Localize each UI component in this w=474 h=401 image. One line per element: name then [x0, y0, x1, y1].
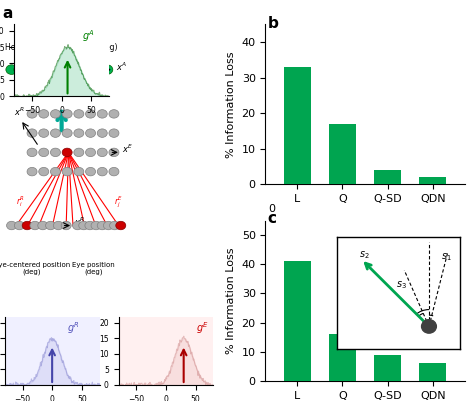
- Text: Head-centered position (deg): Head-centered position (deg): [5, 43, 118, 53]
- Circle shape: [70, 65, 81, 75]
- Circle shape: [79, 221, 89, 230]
- Circle shape: [50, 109, 61, 118]
- Text: a: a: [2, 6, 13, 20]
- Circle shape: [101, 65, 113, 75]
- Circle shape: [61, 221, 71, 230]
- Circle shape: [421, 320, 437, 333]
- Text: $s_3$: $s_3$: [396, 279, 407, 291]
- Circle shape: [7, 221, 17, 230]
- Circle shape: [109, 129, 119, 138]
- Circle shape: [39, 167, 49, 176]
- Circle shape: [74, 129, 84, 138]
- Circle shape: [46, 221, 55, 230]
- Circle shape: [30, 65, 41, 75]
- Text: $g^A$: $g^A$: [82, 28, 95, 45]
- Text: $x^A$: $x^A$: [116, 60, 128, 73]
- Circle shape: [22, 65, 33, 75]
- Circle shape: [85, 148, 96, 157]
- Circle shape: [22, 221, 32, 230]
- Circle shape: [50, 129, 61, 138]
- Bar: [374, 355, 401, 381]
- Text: $x^R$: $x^R$: [74, 216, 85, 229]
- Text: $s_1$: $s_1$: [441, 251, 452, 263]
- Text: b: b: [268, 16, 279, 30]
- Text: $g^R$: $g^R$: [67, 320, 80, 336]
- Circle shape: [109, 221, 119, 230]
- Text: $g^E$: $g^E$: [195, 320, 209, 336]
- Circle shape: [27, 148, 37, 157]
- Circle shape: [97, 129, 107, 138]
- Circle shape: [27, 167, 37, 176]
- Bar: [419, 177, 447, 184]
- Circle shape: [85, 129, 96, 138]
- Circle shape: [46, 65, 57, 75]
- Circle shape: [97, 221, 107, 230]
- Circle shape: [93, 65, 105, 75]
- Circle shape: [54, 221, 64, 230]
- Bar: [374, 170, 401, 184]
- Circle shape: [62, 109, 72, 118]
- Bar: [283, 261, 310, 381]
- Circle shape: [85, 109, 96, 118]
- Text: $x^R$: $x^R$: [14, 105, 25, 118]
- Y-axis label: % Information Loss: % Information Loss: [226, 51, 236, 158]
- Circle shape: [74, 109, 84, 118]
- Circle shape: [116, 221, 126, 230]
- Circle shape: [97, 148, 107, 157]
- Circle shape: [27, 129, 37, 138]
- Text: $s_2$: $s_2$: [359, 249, 369, 261]
- Circle shape: [62, 65, 73, 75]
- Text: $r_i^R$: $r_i^R$: [16, 194, 25, 209]
- Text: $r_j^E$: $r_j^E$: [114, 194, 123, 210]
- Circle shape: [54, 65, 65, 75]
- Circle shape: [6, 65, 17, 75]
- Circle shape: [109, 109, 119, 118]
- Circle shape: [39, 109, 49, 118]
- Circle shape: [38, 65, 49, 75]
- Circle shape: [62, 167, 72, 176]
- Text: Eye position
(deg): Eye position (deg): [72, 261, 115, 275]
- Text: Eye-centered position
(deg): Eye-centered position (deg): [0, 261, 70, 275]
- Circle shape: [38, 221, 48, 230]
- Circle shape: [109, 167, 119, 176]
- Circle shape: [30, 221, 40, 230]
- Text: $x^E$: $x^E$: [122, 143, 133, 155]
- Circle shape: [85, 221, 95, 230]
- Circle shape: [74, 167, 84, 176]
- Circle shape: [27, 109, 37, 118]
- Circle shape: [50, 148, 61, 157]
- Circle shape: [62, 129, 72, 138]
- Circle shape: [39, 129, 49, 138]
- Circle shape: [78, 65, 89, 75]
- Circle shape: [109, 148, 119, 157]
- Circle shape: [73, 221, 82, 230]
- Bar: [329, 334, 356, 381]
- Circle shape: [85, 167, 96, 176]
- Circle shape: [62, 148, 72, 157]
- Text: c: c: [268, 211, 277, 227]
- Circle shape: [91, 221, 101, 230]
- Circle shape: [97, 109, 107, 118]
- Circle shape: [39, 148, 49, 157]
- Circle shape: [14, 221, 24, 230]
- Circle shape: [14, 65, 25, 75]
- Bar: [419, 363, 447, 381]
- Circle shape: [103, 221, 113, 230]
- Circle shape: [85, 65, 97, 75]
- Circle shape: [50, 167, 61, 176]
- Bar: [283, 67, 310, 184]
- Text: 0: 0: [269, 204, 276, 214]
- Circle shape: [74, 148, 84, 157]
- Circle shape: [97, 167, 107, 176]
- Y-axis label: % Information Loss: % Information Loss: [226, 247, 236, 354]
- Bar: [329, 124, 356, 184]
